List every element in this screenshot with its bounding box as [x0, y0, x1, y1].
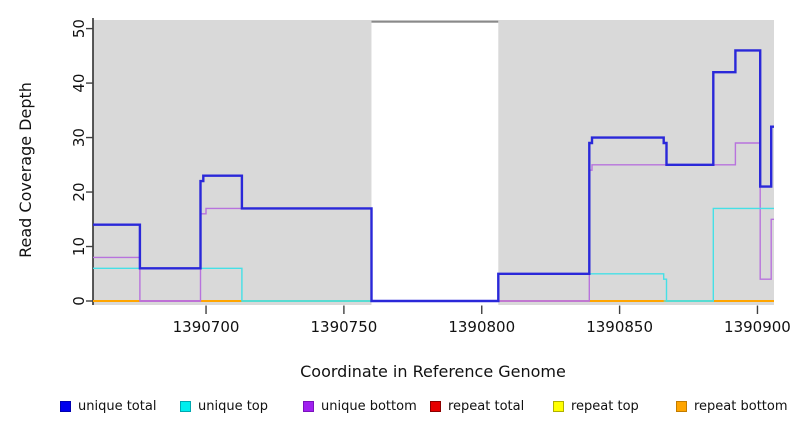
y-tick-label: 30: [70, 128, 88, 147]
legend-label: unique bottom: [321, 398, 417, 414]
legend-swatch-icon: [553, 400, 564, 412]
x-axis-title: Coordinate in Reference Genome: [300, 362, 566, 381]
y-tick-label: 10: [70, 237, 88, 256]
y-tick-label: 20: [70, 182, 88, 201]
x-tick-label: 1390900: [724, 318, 791, 336]
chart-canvas: 0 10 20 30 40 50 1390700 1390750 1390800 1390850 1…: [16, 18, 791, 381]
data-series: [93, 49, 774, 303]
legend-swatch-icon: [303, 400, 314, 412]
series-unique-top: [93, 207, 774, 302]
legend-swatch-icon: [676, 400, 687, 412]
legend-item-repeat-total: repeat total: [430, 395, 524, 417]
legend-item-repeat-top: repeat top: [553, 395, 639, 417]
series-unique-total: [93, 49, 774, 303]
legend-label: repeat top: [571, 398, 639, 414]
legend-label: unique total: [78, 398, 157, 414]
plot-panel: [93, 20, 774, 305]
y-tick-label: 50: [70, 19, 88, 38]
y-axis-title: Read Coverage Depth: [16, 82, 35, 258]
x-tick-label: 1390750: [310, 318, 377, 336]
legend-swatch-icon: [180, 400, 191, 412]
legend-swatch-icon: [430, 400, 441, 412]
x-tick-label: 1390850: [586, 318, 653, 336]
legend-item-unique-bottom: unique bottom: [303, 395, 417, 417]
legend: unique total unique top unique bottom repea…: [0, 395, 792, 421]
y-tick-label: 0: [70, 296, 88, 306]
legend-swatch-icon: [60, 400, 71, 412]
legend-item-unique-top: unique top: [180, 395, 268, 417]
y-tick-label: 40: [70, 74, 88, 93]
gap-top-border: [371, 20, 499, 23]
legend-label: repeat bottom: [694, 398, 788, 414]
legend-label: unique top: [198, 398, 269, 414]
legend-label: repeat total: [448, 398, 525, 414]
legend-item-unique-total: unique total: [60, 395, 156, 417]
x-tick-label: 1390700: [173, 318, 240, 336]
legend-item-repeat-bottom: repeat bottom: [676, 395, 788, 417]
coverage-region: [498, 20, 774, 305]
axes: 0 10 20 30 40 50 1390700 1390750 1390800 1390850 1…: [70, 18, 791, 336]
coverage-region: [93, 20, 372, 305]
x-tick-label: 1390800: [448, 318, 515, 336]
